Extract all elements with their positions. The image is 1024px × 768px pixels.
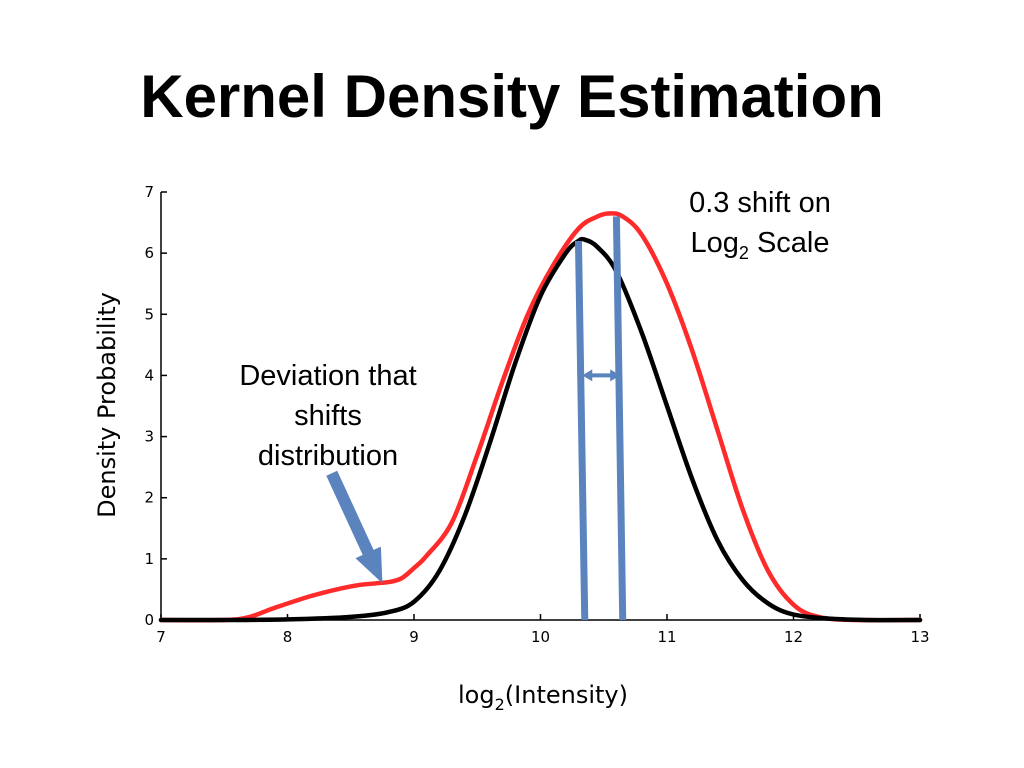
red-density-curve xyxy=(158,211,923,623)
deviation-annotation-line2: shifts xyxy=(294,400,362,432)
deviation-annotation-line1: Deviation that xyxy=(239,360,417,392)
y-tick-label: 0 xyxy=(144,611,154,629)
x-tick-label: 9 xyxy=(409,628,419,646)
y-tick-label: 2 xyxy=(144,489,154,507)
shift-annotation: 0.3 shift on Log2 Scale xyxy=(660,183,860,273)
y-tick-label: 3 xyxy=(144,428,154,446)
shift-annotation-line1: 0.3 shift on xyxy=(689,187,831,219)
shift-annotation-line2: Log2 Scale xyxy=(690,227,830,263)
x-tick-label: 7 xyxy=(156,628,166,646)
red-peak-line xyxy=(612,216,627,621)
x-axis-label: log2(Intensity) xyxy=(458,681,628,714)
x-tick-label: 8 xyxy=(283,628,293,646)
chart-series xyxy=(158,211,923,623)
y-tick-label: 4 xyxy=(144,366,154,384)
y-tick-label: 7 xyxy=(144,183,154,201)
deviation-arrow xyxy=(326,470,383,584)
slide-title: Kernel Density Estimation xyxy=(140,63,884,130)
y-tick-label: 6 xyxy=(144,244,154,262)
shift-arrow-right-head xyxy=(610,369,621,382)
chart-markers xyxy=(326,216,627,621)
black-density-curve xyxy=(158,236,923,623)
x-tick-label: 12 xyxy=(784,628,803,646)
shift-arrow-left-head xyxy=(582,369,593,382)
deviation-annotation-line3: distribution xyxy=(257,440,399,472)
y-tick-label: 1 xyxy=(144,550,154,568)
x-tick-label: 11 xyxy=(657,628,676,646)
y-axis-label: Density Probability xyxy=(93,292,121,518)
y-tick-label: 5 xyxy=(144,305,154,323)
black-peak-line xyxy=(574,240,589,621)
deviation-annotation: Deviation that shifts distribution xyxy=(218,356,438,476)
x-tick-label: 10 xyxy=(531,628,550,646)
x-tick-label: 13 xyxy=(910,628,929,646)
